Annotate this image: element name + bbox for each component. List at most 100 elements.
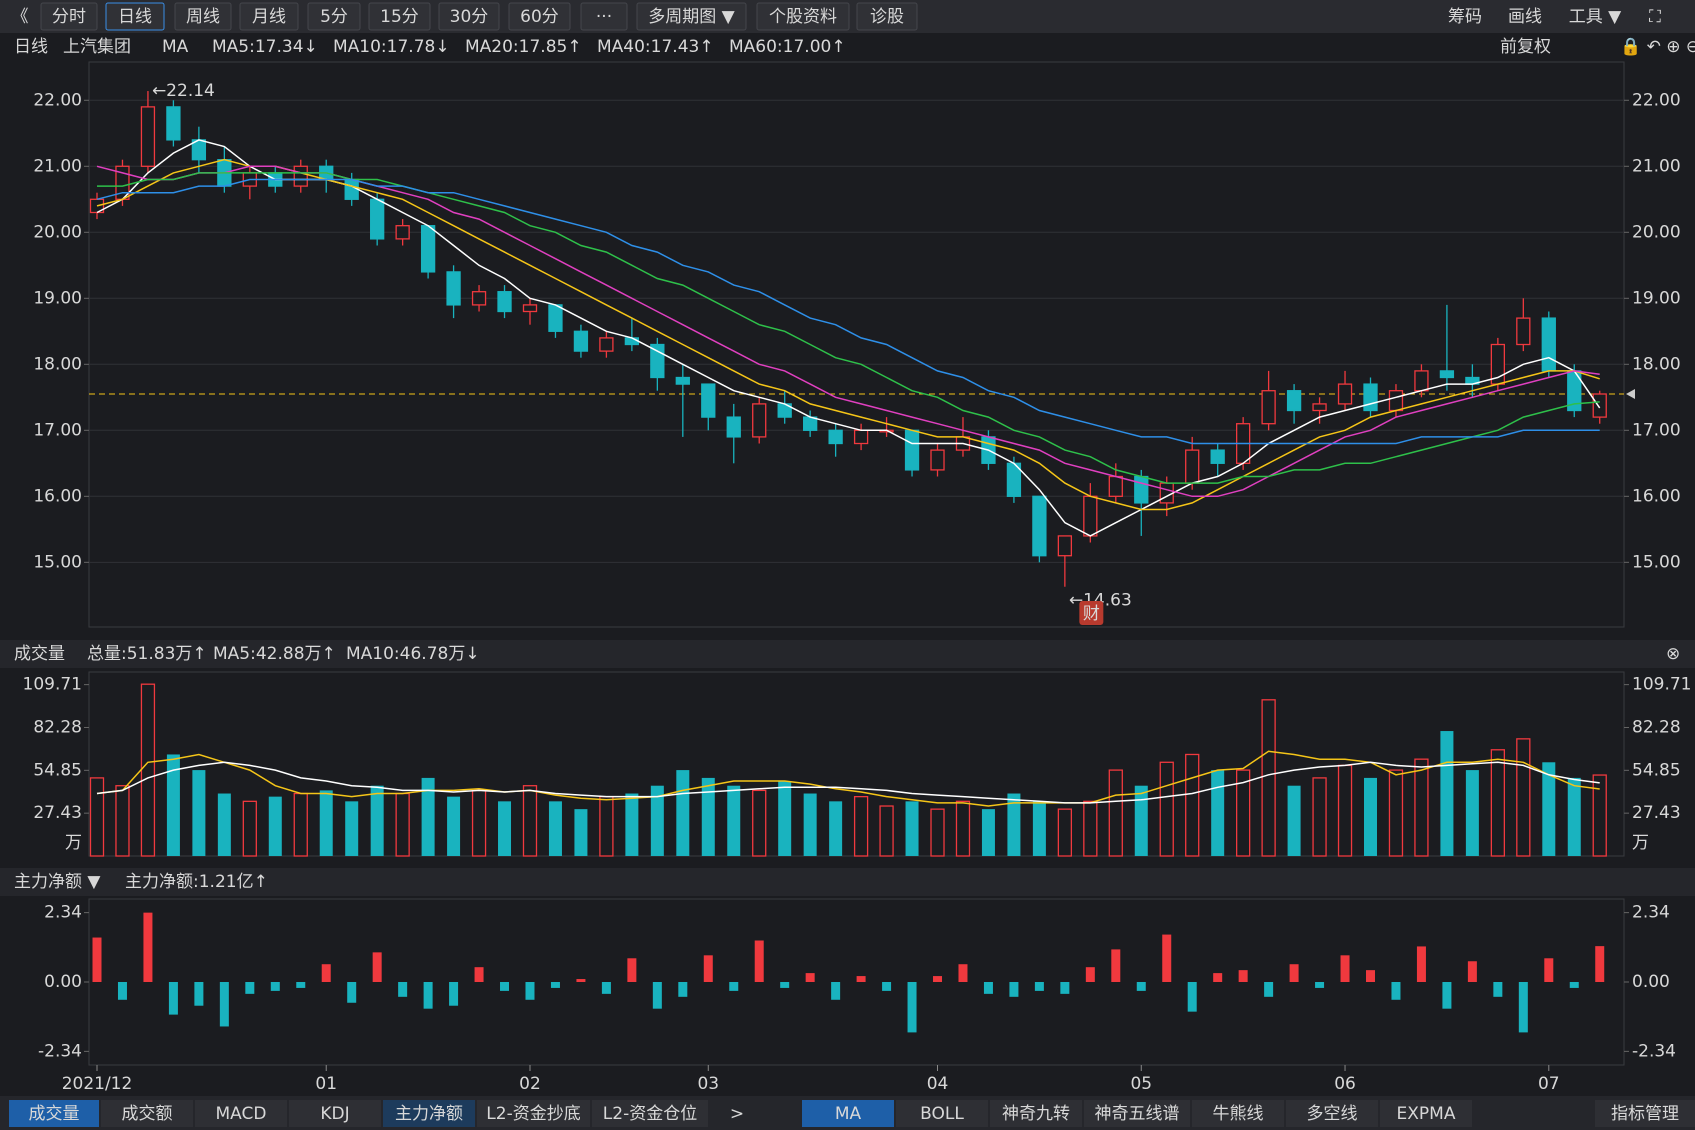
toolbar-label[interactable]: 多周期图 ▼ bbox=[648, 7, 735, 27]
tab[interactable] bbox=[1192, 1100, 1284, 1127]
toolbar-label[interactable]: 60分 bbox=[520, 7, 559, 27]
ma-line bbox=[97, 172, 1600, 484]
toolbar-label[interactable]: 周线 bbox=[186, 7, 220, 27]
toolbar-button[interactable] bbox=[307, 2, 361, 31]
tab-label[interactable]: > bbox=[730, 1104, 744, 1124]
close-icon[interactable]: ⊗ bbox=[1666, 644, 1680, 664]
price-frame bbox=[88, 61, 1625, 628]
toolbar-label[interactable]: 日线 bbox=[118, 7, 152, 27]
tab-label[interactable]: MA bbox=[835, 1104, 862, 1124]
adjust[interactable]: 前复权 bbox=[1500, 37, 1551, 57]
x-tick-label: 01 bbox=[315, 1074, 337, 1094]
tab-label[interactable]: 指标管理 bbox=[1611, 1104, 1679, 1124]
tab[interactable] bbox=[1595, 1100, 1695, 1127]
flow-bar bbox=[117, 982, 127, 1000]
tab-label[interactable]: BOLL bbox=[920, 1104, 964, 1124]
tab[interactable] bbox=[477, 1100, 590, 1127]
toolbar-button[interactable] bbox=[438, 2, 500, 31]
x-tick-label: 03 bbox=[697, 1074, 719, 1094]
tab[interactable] bbox=[990, 1100, 1082, 1127]
volume-bar bbox=[319, 790, 333, 856]
tab[interactable] bbox=[289, 1100, 381, 1127]
toolbar-right[interactable]: ⛶ bbox=[1649, 7, 1661, 27]
panel-total: 总量:51.83万↑ bbox=[87, 644, 207, 664]
volume-bar bbox=[1312, 777, 1327, 857]
toolbar-button[interactable] bbox=[508, 2, 571, 31]
tab[interactable] bbox=[1084, 1100, 1190, 1127]
tab[interactable] bbox=[1380, 1100, 1472, 1127]
volume-bar bbox=[1542, 762, 1556, 856]
tab-label[interactable]: L2-资金抄底 bbox=[486, 1104, 580, 1124]
tab[interactable] bbox=[9, 1100, 99, 1127]
toolbar-icons[interactable]: 🔒 ↶ ⊕ ⊖ bbox=[1620, 37, 1695, 57]
toolbar-label[interactable]: 个股资料 bbox=[769, 7, 837, 27]
y-tick-label-right: 27.43 bbox=[1632, 803, 1681, 823]
toolbar-right[interactable]: 筹码 bbox=[1448, 7, 1482, 27]
tab-label[interactable]: 牛熊线 bbox=[1213, 1104, 1264, 1124]
y-tick-label: 27.43 bbox=[33, 803, 82, 823]
flow-bar bbox=[882, 982, 892, 991]
toolbar-label[interactable]: 月线 bbox=[252, 7, 286, 27]
toolbar-right[interactable]: 画线 bbox=[1508, 7, 1542, 27]
toolbar-label[interactable]: 30分 bbox=[450, 7, 489, 27]
y-tick-label-right: 19.00 bbox=[1632, 288, 1681, 308]
volume-bar bbox=[192, 770, 206, 856]
toolbar-button[interactable] bbox=[580, 2, 628, 31]
toolbar-label[interactable]: 分时 bbox=[52, 7, 86, 27]
toolbar-button[interactable] bbox=[756, 2, 850, 31]
toolbar-label[interactable]: ··· bbox=[596, 7, 612, 27]
volume-bar bbox=[242, 800, 257, 857]
tab[interactable] bbox=[101, 1100, 193, 1127]
toolbar-button[interactable] bbox=[174, 2, 232, 31]
flow-bar bbox=[652, 982, 662, 1009]
y-tick-label-right: -2.34 bbox=[1632, 1041, 1676, 1061]
tab-label[interactable]: L2-资金仓位 bbox=[603, 1104, 697, 1124]
tab-label[interactable]: 多空线 bbox=[1307, 1104, 1358, 1124]
tab-label[interactable]: 成交额 bbox=[122, 1104, 173, 1124]
candle-body bbox=[395, 225, 410, 240]
tab-label[interactable]: 神奇五线谱 bbox=[1095, 1104, 1180, 1124]
candle-body bbox=[1312, 403, 1327, 412]
badge-label[interactable]: 财 bbox=[1083, 604, 1100, 624]
tab[interactable] bbox=[383, 1100, 475, 1127]
tab[interactable] bbox=[1286, 1100, 1378, 1127]
toolbar-button[interactable] bbox=[239, 2, 299, 31]
flow-bar bbox=[168, 982, 178, 1015]
toolbar-button[interactable] bbox=[856, 2, 918, 31]
toolbar-right[interactable]: 工具 ▼ bbox=[1569, 7, 1622, 27]
tab[interactable] bbox=[195, 1100, 287, 1127]
volume-bar bbox=[370, 785, 384, 856]
candle-body bbox=[420, 225, 436, 273]
flow-bar bbox=[194, 982, 204, 1006]
tab[interactable] bbox=[592, 1100, 708, 1127]
panel-title[interactable]: 主力净额 ▼ bbox=[14, 872, 101, 892]
toolbar-label[interactable]: 15分 bbox=[380, 7, 419, 27]
tab-label[interactable]: EXPMA bbox=[1397, 1104, 1456, 1124]
toolbar-button[interactable] bbox=[368, 2, 431, 31]
candle-body bbox=[1592, 393, 1607, 418]
tab-label[interactable]: 神奇九转 bbox=[1002, 1104, 1070, 1124]
flow-bar bbox=[933, 976, 943, 982]
badge bbox=[1079, 601, 1104, 625]
candle-body bbox=[548, 304, 563, 332]
toolbar-label[interactable]: 《 bbox=[12, 7, 29, 27]
tab[interactable] bbox=[896, 1100, 988, 1127]
panel-total: 主力净额:1.21亿↑ bbox=[125, 872, 268, 892]
tab[interactable] bbox=[802, 1100, 894, 1127]
y-tick-label: 0.00 bbox=[44, 972, 82, 992]
panel-title[interactable]: 成交量 bbox=[14, 644, 65, 664]
toolbar-button[interactable] bbox=[636, 2, 747, 31]
volume-bar bbox=[803, 793, 817, 856]
volume-bar bbox=[1083, 800, 1098, 857]
tab-label[interactable]: KDJ bbox=[320, 1104, 349, 1124]
toolbar-button[interactable] bbox=[40, 2, 98, 31]
tab-label[interactable]: MACD bbox=[216, 1104, 267, 1124]
tab-label[interactable]: 主力净额 bbox=[395, 1104, 463, 1124]
legend-entry: MA10:46.78万↓ bbox=[346, 644, 480, 664]
tab-label[interactable]: 成交量 bbox=[29, 1104, 80, 1124]
candle-body bbox=[904, 429, 920, 471]
toolbar-button[interactable] bbox=[105, 2, 165, 31]
toolbar-label[interactable]: 诊股 bbox=[870, 7, 904, 27]
toolbar-label[interactable]: 5分 bbox=[320, 7, 348, 27]
legend-entry: MA5:42.88万↑ bbox=[213, 644, 336, 664]
